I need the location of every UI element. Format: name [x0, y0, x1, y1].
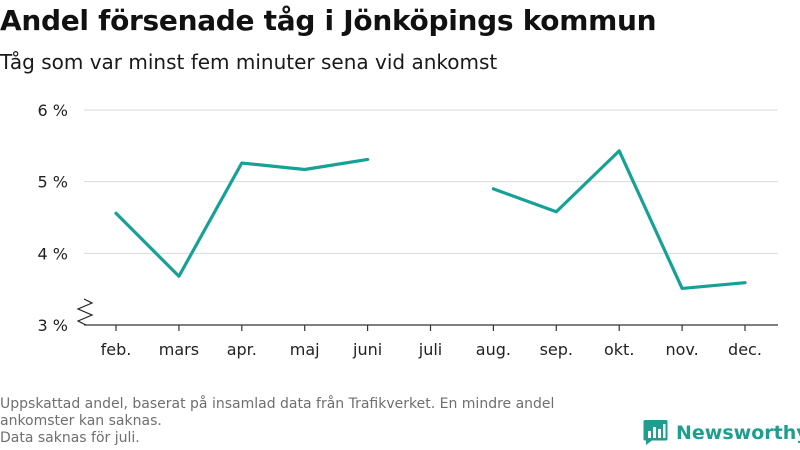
x-tick-label: juli: [418, 340, 442, 359]
x-tick-label: aug.: [476, 340, 511, 359]
footnote-line-3: Data saknas för juli.: [0, 430, 140, 446]
gridlines: [84, 109, 778, 254]
newsworthy-logo-icon: [643, 420, 668, 445]
axis-break-icon: [76, 298, 94, 326]
chart-title: Andel försenade tåg i Jönköpings kommun: [0, 4, 657, 37]
footnote-line-2: ankomster kan saknas.: [0, 413, 162, 429]
x-tick-label: nov.: [665, 340, 698, 359]
chart-subtitle: Tåg som var minst fem minuter sena vid a…: [0, 50, 498, 74]
brand-logo: Newsworthy: [643, 419, 800, 446]
y-tick-label: 5 %: [38, 173, 68, 192]
x-tick-label: mars: [159, 340, 199, 359]
series-line: [114, 149, 747, 291]
y-tick-labels: 3 % 4 % 5 % 6 %: [38, 101, 68, 335]
line-chart: 3 % 4 % 5 % 6 % feb. mars apr. maj juni juli aug.…: [38, 101, 778, 359]
y-tick-label: 4 %: [38, 244, 68, 263]
x-tick-label: apr.: [227, 340, 257, 359]
y-tick-label: 6 %: [38, 101, 68, 120]
x-tick-label: okt.: [604, 340, 634, 359]
y-tick-label: 3 %: [38, 316, 68, 335]
x-tick-label: juni: [352, 340, 382, 359]
series-line-segment: [114, 157, 370, 278]
x-tick-label: sep.: [540, 340, 573, 359]
brand-name: Newsworthy: [676, 421, 800, 444]
footnote-line-1: Uppskattad andel, baserat på insamlad da…: [0, 396, 555, 412]
footnote: Uppskattad andel, baserat på insamlad da…: [0, 396, 640, 447]
x-tick-label: feb.: [101, 340, 132, 359]
x-tick-labels: feb. mars apr. maj juni juli aug. sep. okt. nov. d…: [101, 340, 762, 359]
x-axis: [76, 298, 778, 331]
x-tick-label: dec.: [728, 340, 762, 359]
x-tick-label: maj: [290, 340, 320, 359]
series-line-segment: [491, 149, 747, 291]
